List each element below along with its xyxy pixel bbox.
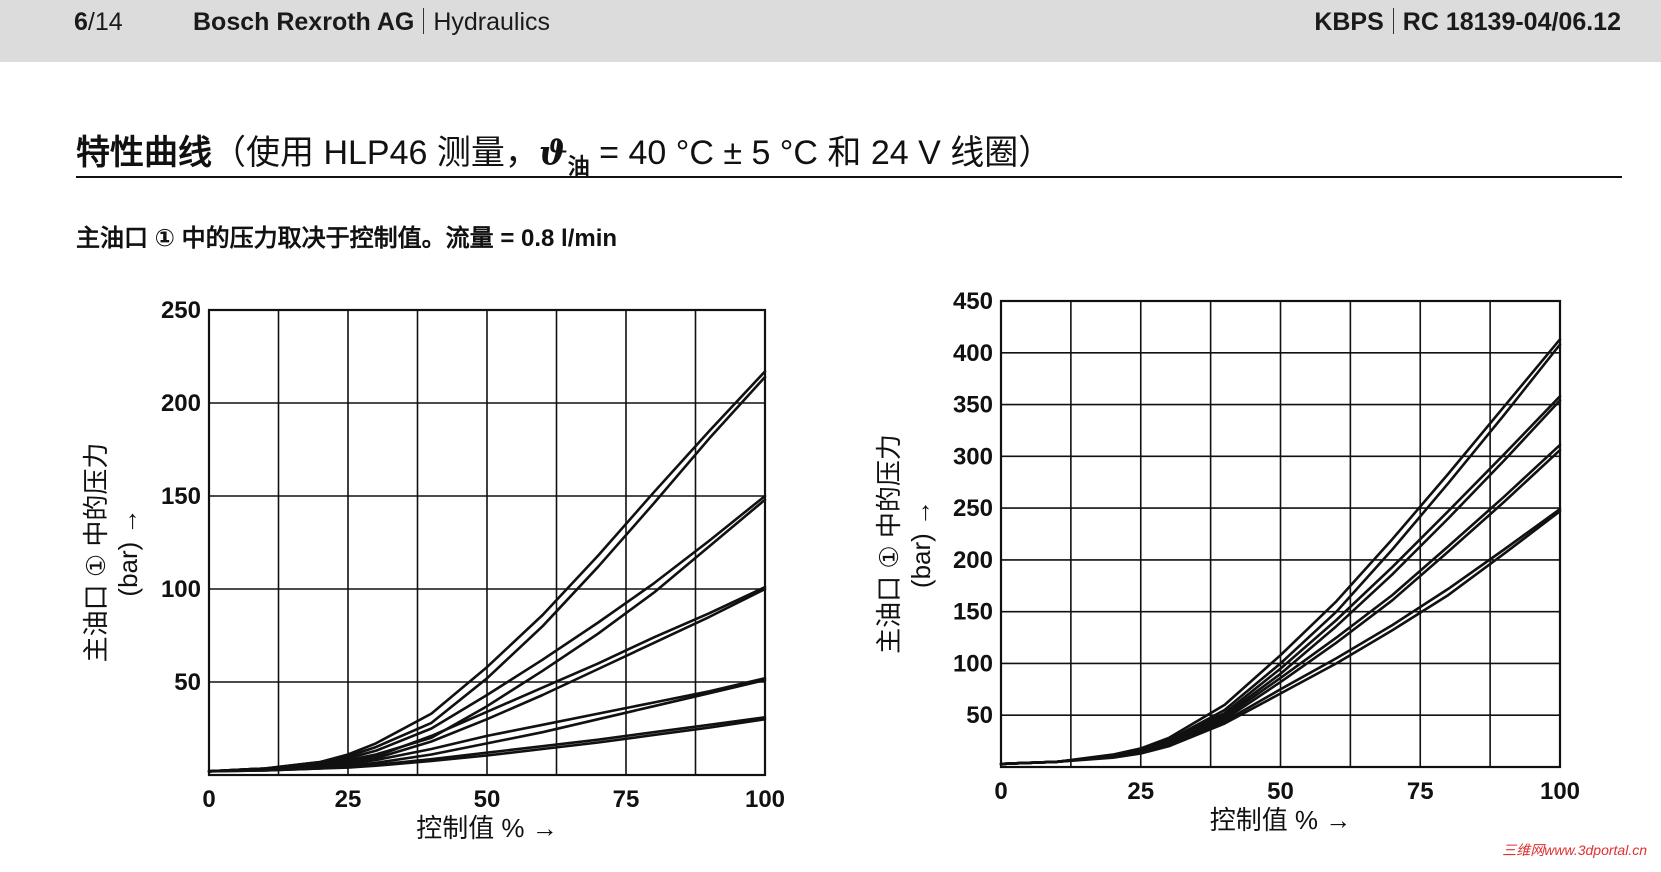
- company-name: Bosch Rexroth AG: [193, 8, 415, 36]
- y-tick-label: 50: [174, 669, 201, 696]
- y-tick-label: 450: [953, 288, 993, 315]
- title-detail-suffix: = 40 °C ± 5 °C 和 24 V 线圈）: [589, 134, 1053, 172]
- x-axis-label: 控制值 % →: [416, 813, 558, 843]
- title-rule: [76, 176, 1622, 178]
- chart-2: 0 25 50 75 100 50 100 150 200 250 300 350 400 450 控制值 …: [874, 288, 1580, 835]
- watermark: 三维网www.3dportal.cn: [1502, 842, 1647, 858]
- y-tick-label: 50: [966, 702, 993, 729]
- x-tick-label: 0: [994, 778, 1007, 805]
- page-header: 6/14 Bosch Rexroth AG Hydraulics KBPS RC 1…: [0, 0, 1661, 62]
- header-company: Bosch Rexroth AG Hydraulics: [193, 8, 550, 37]
- y-tick-label: 250: [953, 495, 993, 522]
- title-main: 特性曲线: [76, 134, 212, 172]
- y-tick-label: 100: [161, 576, 201, 603]
- x-tick-label: 50: [474, 786, 501, 813]
- chart-1: 0 25 50 75 100 50 100 150 200 250 控制值 % → 主油口 ① 中的压…: [81, 297, 785, 843]
- y-axis-label: 主油口 ① 中的压力: [874, 434, 904, 654]
- theta-symbol: ϑ: [538, 133, 568, 173]
- document-id: RC 18139-04/06.12: [1402, 8, 1621, 36]
- y-tick-label: 250: [161, 297, 201, 324]
- y-tick-label: 150: [953, 599, 993, 626]
- header-doc: KBPS RC 18139-04/06.12: [1314, 8, 1621, 37]
- y-tick-label: 300: [953, 443, 993, 470]
- x-tick-label: 25: [1127, 778, 1154, 805]
- x-tick-label: 100: [745, 786, 785, 813]
- plot-frame: [999, 299, 1562, 769]
- title-detail-prefix: （使用 HLP46 测量，: [212, 134, 539, 172]
- x-tick-label: 25: [335, 786, 362, 813]
- x-tick-label: 0: [202, 786, 215, 813]
- section-title: 特性曲线（使用 HLP46 测量，ϑ油 = 40 °C ± 5 °C 和 24 …: [76, 125, 1052, 181]
- page-current: 6: [74, 8, 88, 36]
- y-tick-label: 200: [161, 390, 201, 417]
- y-tick-label: 200: [953, 547, 993, 574]
- y-axis-label: 主油口 ① 中的压力: [81, 443, 111, 663]
- x-tick-label: 100: [1540, 778, 1580, 805]
- product-code: KBPS: [1314, 8, 1384, 36]
- series-line-8: [999, 509, 1562, 766]
- series-line-10: [207, 717, 767, 773]
- page-number: 6/14: [74, 8, 123, 37]
- y-tick-label: 400: [953, 340, 993, 367]
- y-tick-label: 100: [953, 650, 993, 677]
- header-separator: [423, 8, 425, 34]
- x-axis-label: 控制值 % →: [1210, 805, 1352, 835]
- series-line-4: [207, 498, 767, 773]
- department-name: Hydraulics: [433, 8, 551, 36]
- series-line-2: [207, 375, 767, 773]
- x-tick-label: 75: [613, 786, 640, 813]
- y-tick-label: 150: [161, 483, 201, 510]
- y-axis-unit-label: (bar) →: [906, 500, 936, 588]
- page-total: /14: [87, 8, 123, 36]
- plot-frame: [207, 308, 767, 777]
- theta-subscript: 油: [567, 154, 590, 179]
- x-tick-label: 75: [1407, 778, 1434, 805]
- chart-caption: 主油口 ① 中的压力取决于控制值。流量 = 0.8 l/min: [76, 225, 618, 252]
- y-tick-label: 350: [953, 392, 993, 419]
- x-tick-label: 50: [1267, 778, 1294, 805]
- header-separator-right: [1392, 8, 1394, 34]
- y-axis-unit-label: (bar) →: [113, 508, 143, 596]
